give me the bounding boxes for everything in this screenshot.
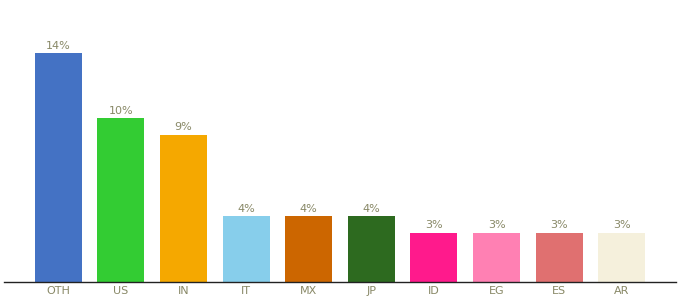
Text: 4%: 4% xyxy=(362,204,380,214)
Bar xyxy=(411,233,458,282)
Text: 3%: 3% xyxy=(613,220,630,230)
Text: 4%: 4% xyxy=(300,204,318,214)
Bar xyxy=(35,53,82,282)
Text: 3%: 3% xyxy=(488,220,505,230)
Bar xyxy=(285,216,332,282)
Bar xyxy=(536,233,583,282)
Text: 4%: 4% xyxy=(237,204,255,214)
Bar xyxy=(160,135,207,282)
Text: 10%: 10% xyxy=(109,106,133,116)
Bar xyxy=(348,216,395,282)
Text: 14%: 14% xyxy=(46,41,71,51)
Bar xyxy=(598,233,645,282)
Bar xyxy=(473,233,520,282)
Text: 3%: 3% xyxy=(550,220,568,230)
Text: 3%: 3% xyxy=(425,220,443,230)
Text: 9%: 9% xyxy=(175,122,192,132)
Bar xyxy=(222,216,269,282)
Bar xyxy=(97,118,144,282)
